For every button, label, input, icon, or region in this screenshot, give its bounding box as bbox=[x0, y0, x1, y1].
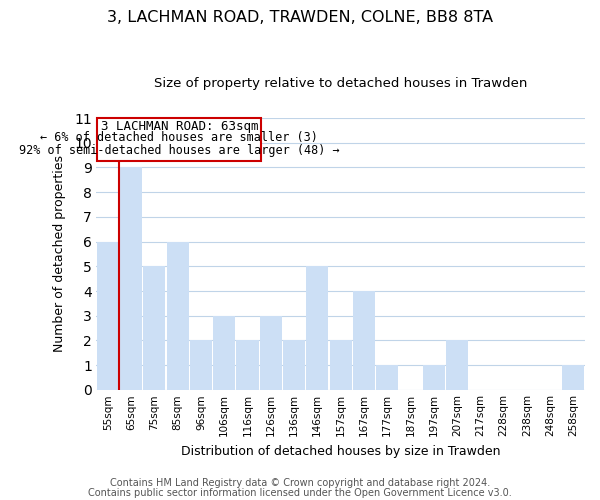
Bar bbox=[283, 340, 305, 390]
Text: 92% of semi-detached houses are larger (48) →: 92% of semi-detached houses are larger (… bbox=[19, 144, 340, 156]
Text: 3, LACHMAN ROAD, TRAWDEN, COLNE, BB8 8TA: 3, LACHMAN ROAD, TRAWDEN, COLNE, BB8 8TA bbox=[107, 10, 493, 25]
Y-axis label: Number of detached properties: Number of detached properties bbox=[53, 156, 66, 352]
Bar bbox=[260, 316, 282, 390]
Text: Contains public sector information licensed under the Open Government Licence v3: Contains public sector information licen… bbox=[88, 488, 512, 498]
Bar bbox=[236, 340, 259, 390]
Bar bbox=[353, 291, 375, 390]
Bar bbox=[329, 340, 352, 390]
Bar bbox=[562, 365, 584, 390]
Bar bbox=[167, 242, 188, 390]
Bar bbox=[213, 316, 235, 390]
Bar bbox=[190, 340, 212, 390]
Bar bbox=[97, 242, 119, 390]
Bar bbox=[143, 266, 166, 390]
Bar bbox=[376, 365, 398, 390]
Bar bbox=[306, 266, 328, 390]
FancyBboxPatch shape bbox=[97, 118, 262, 162]
Bar bbox=[422, 365, 445, 390]
Text: 3 LACHMAN ROAD: 63sqm: 3 LACHMAN ROAD: 63sqm bbox=[101, 120, 258, 133]
Title: Size of property relative to detached houses in Trawden: Size of property relative to detached ho… bbox=[154, 78, 527, 90]
Bar bbox=[120, 168, 142, 390]
Bar bbox=[446, 340, 468, 390]
Text: Contains HM Land Registry data © Crown copyright and database right 2024.: Contains HM Land Registry data © Crown c… bbox=[110, 478, 490, 488]
X-axis label: Distribution of detached houses by size in Trawden: Distribution of detached houses by size … bbox=[181, 444, 500, 458]
Text: ← 6% of detached houses are smaller (3): ← 6% of detached houses are smaller (3) bbox=[40, 132, 319, 144]
